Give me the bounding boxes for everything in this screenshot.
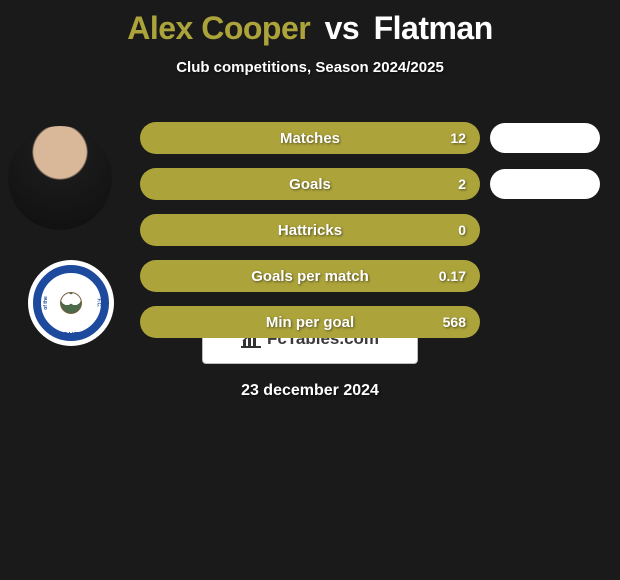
stat-label: Min per goal bbox=[266, 314, 354, 331]
badge-text-bottom: SOUTH bbox=[58, 332, 85, 339]
club-badge: QUEEN of the F.C. SOUTH bbox=[28, 260, 114, 346]
badge-text-top: QUEEN bbox=[57, 267, 84, 274]
stat-value: 0 bbox=[458, 222, 466, 238]
player1-avatar bbox=[8, 126, 112, 230]
badge-ball-icon bbox=[60, 292, 82, 314]
stat-value: 2 bbox=[458, 176, 466, 192]
badge-text-right: F.C. bbox=[96, 299, 102, 308]
club-badge-ring: QUEEN of the F.C. SOUTH bbox=[33, 265, 109, 341]
stat-value: 0.17 bbox=[439, 268, 466, 284]
stat-bar-player2 bbox=[490, 123, 600, 153]
stat-bar-player2 bbox=[490, 169, 600, 199]
date-text: 23 december 2024 bbox=[0, 382, 620, 400]
stat-label: Hattricks bbox=[278, 222, 342, 239]
stat-value: 12 bbox=[450, 130, 466, 146]
stat-bar: Min per goal 568 bbox=[140, 306, 480, 338]
stat-label: Goals per match bbox=[251, 268, 369, 285]
stat-bar: Goals per match 0.17 bbox=[140, 260, 480, 292]
stat-bar: Matches 12 bbox=[140, 122, 480, 154]
badge-text-left: of the bbox=[43, 296, 49, 310]
stat-label: Goals bbox=[289, 176, 331, 193]
subtitle: Club competitions, Season 2024/2025 bbox=[0, 59, 620, 76]
player1-name: Alex Cooper bbox=[127, 10, 310, 46]
stat-bar: Goals 2 bbox=[140, 168, 480, 200]
comparison-title: Alex Cooper vs Flatman bbox=[0, 0, 620, 47]
player2-name: Flatman bbox=[374, 10, 493, 46]
player1-avatar-wrap bbox=[8, 126, 112, 230]
stat-label: Matches bbox=[280, 130, 340, 147]
stats-bars: Matches 12 Goals 2 Hattricks 0 Goals per match… bbox=[140, 122, 480, 352]
stat-bar: Hattricks 0 bbox=[140, 214, 480, 246]
stat-value: 568 bbox=[443, 314, 466, 330]
vs-text: vs bbox=[325, 10, 360, 46]
